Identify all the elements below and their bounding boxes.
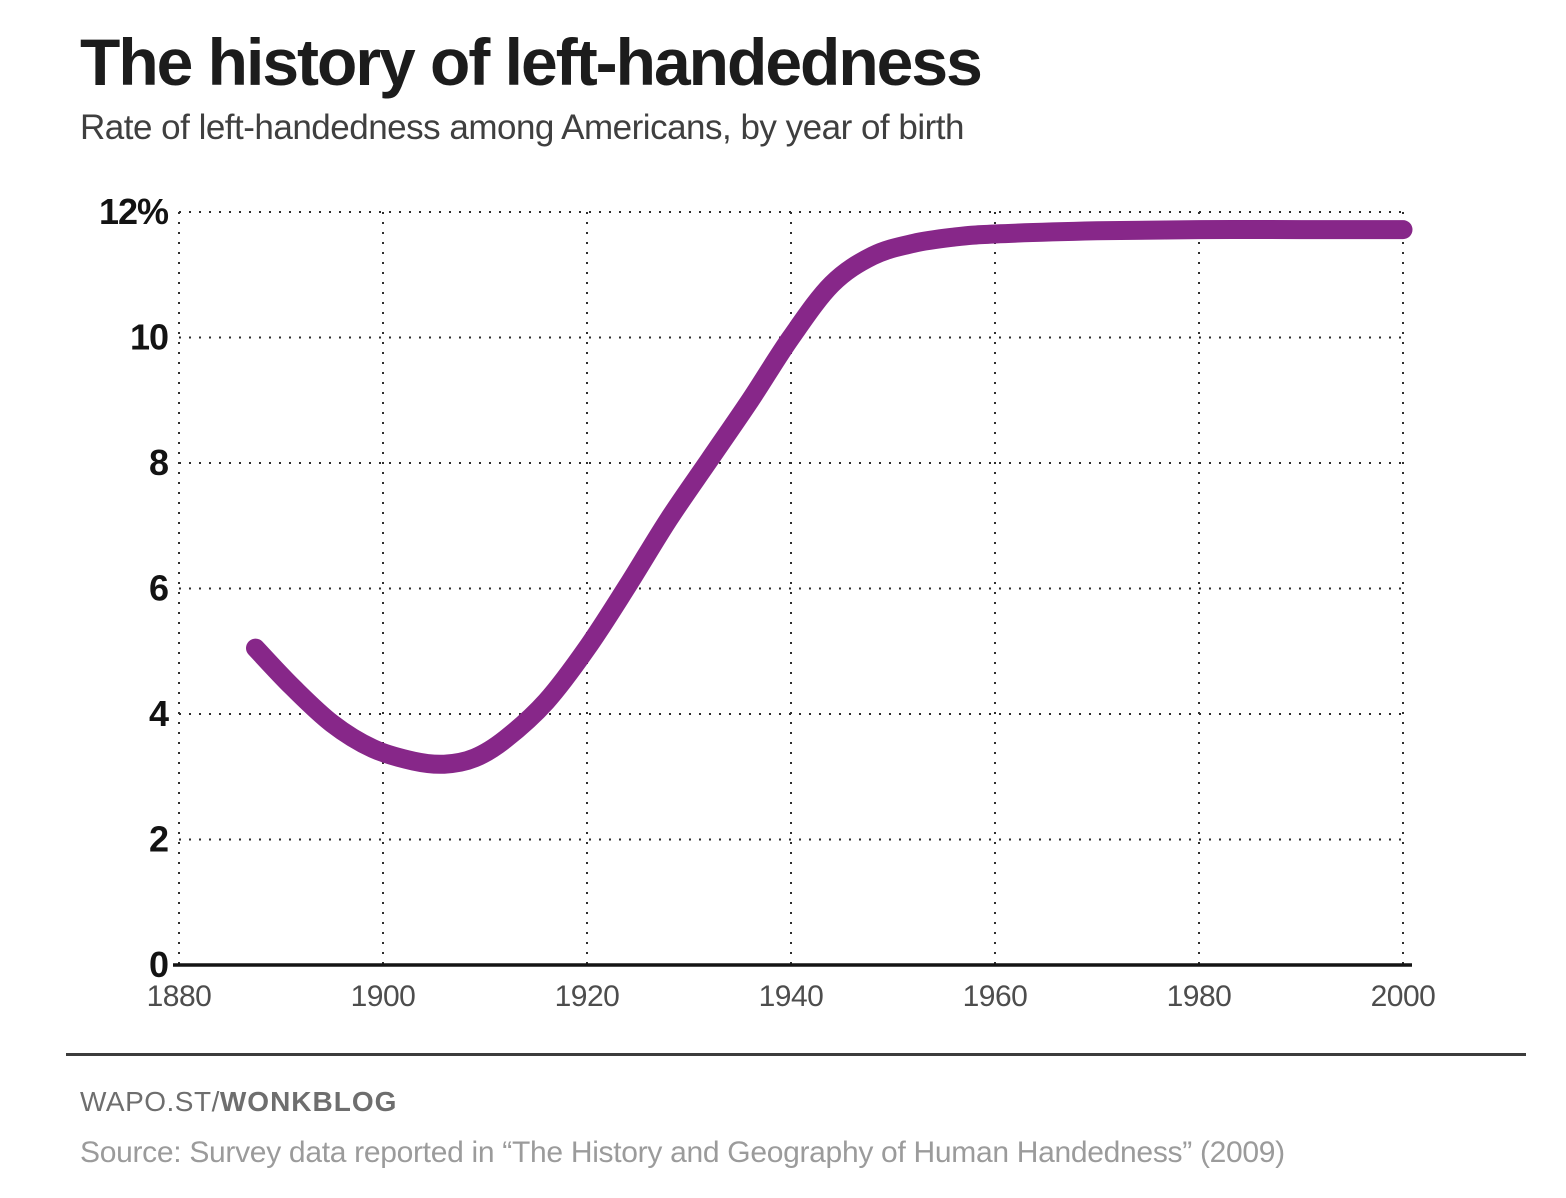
x-axis-tick-label: 1960 [963, 980, 1028, 1013]
y-axis-tick-label: 12% [99, 191, 169, 232]
brand-wonkblog: WONKBLOG [219, 1086, 398, 1117]
brand-link: WAPO.ST/WONKBLOG [80, 1086, 397, 1118]
y-axis-tick-label: 2 [149, 819, 168, 860]
chart-subtitle: Rate of left-handedness among Americans,… [80, 108, 964, 147]
y-axis-tick-label: 10 [130, 317, 168, 358]
source-note: Source: Survey data reported in “The His… [80, 1136, 1285, 1169]
y-axis-tick-label: 6 [149, 568, 168, 609]
lefthandedness-curve [246, 220, 1413, 774]
x-axis-tick-label: 2000 [1371, 980, 1436, 1013]
brand-prefix: WAPO.ST/ [80, 1086, 220, 1117]
y-axis-tick-label: 8 [149, 442, 168, 483]
y-axis-tick-label: 4 [149, 693, 169, 734]
x-axis-tick-label: 1900 [351, 980, 416, 1013]
x-axis-tick-label: 1980 [1167, 980, 1232, 1013]
x-axis-tick-label: 1920 [555, 980, 620, 1013]
x-axis-tick-label: 1940 [759, 980, 824, 1013]
chart-title: The history of left-handedness [80, 25, 983, 99]
x-axis-tick-label: 1880 [147, 980, 212, 1013]
y-axis-tick-label: 0 [149, 944, 168, 985]
footer-divider [66, 1053, 1526, 1056]
